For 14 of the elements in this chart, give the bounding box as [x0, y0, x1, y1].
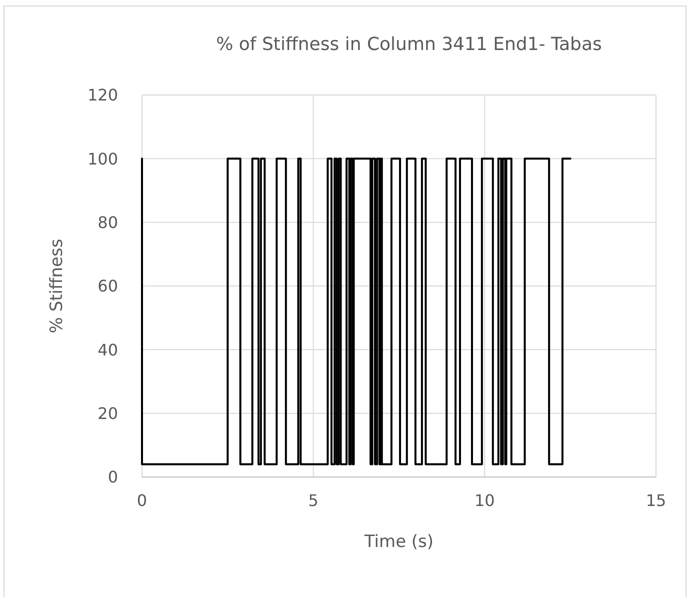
y-axis-title: % Stiffness — [47, 238, 67, 334]
x-tick-label: 10 — [474, 491, 495, 510]
x-tick-label: 0 — [136, 491, 148, 510]
x-tick-label: 15 — [646, 491, 666, 510]
y-tick-label: 120 — [87, 86, 118, 105]
y-tick-label: 40 — [98, 340, 118, 360]
y-tick-label: 100 — [87, 149, 118, 168]
y-tick-label: 60 — [98, 276, 118, 296]
chart-title: % of Stiffness in Column 3411 End1- Tabas — [216, 34, 602, 55]
x-tick-label: 5 — [308, 491, 318, 510]
y-tick-label: 0 — [108, 468, 118, 487]
y-tick-label: 80 — [98, 212, 118, 232]
y-tick-label: 20 — [98, 404, 118, 423]
x-axis-title: Time (s) — [363, 532, 434, 552]
